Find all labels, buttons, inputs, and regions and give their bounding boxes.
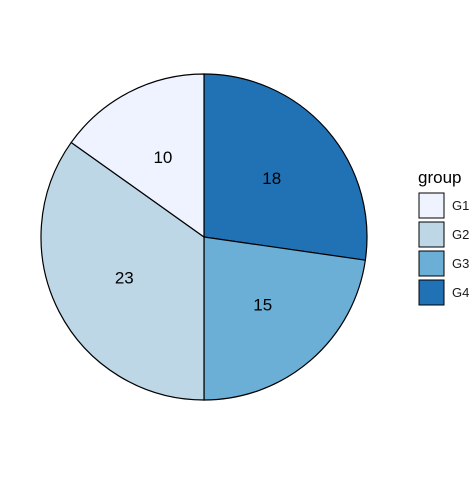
data-label-g3: 15 <box>253 295 272 314</box>
legend-label-g1: G1 <box>452 198 469 213</box>
pie-slice-g3 <box>203 236 367 401</box>
legend-key-g1 <box>418 192 445 219</box>
legend-label-g4: G4 <box>452 285 469 300</box>
legend-title: group <box>418 168 461 187</box>
data-label-g4: 18 <box>262 169 281 188</box>
legend: group G1 G2 G3 G4 <box>418 168 469 306</box>
data-label-g1: 10 <box>153 148 172 167</box>
pie-slice-g2 <box>40 141 205 401</box>
pie-slices <box>40 73 368 401</box>
legend-items: G1 G2 G3 G4 <box>418 192 469 306</box>
legend-label-g2: G2 <box>452 227 469 242</box>
legend-key-g3 <box>418 250 445 277</box>
legend-label-g3: G3 <box>452 256 469 271</box>
legend-key-g2 <box>418 221 445 248</box>
pie-slice-g1 <box>70 73 205 239</box>
pie-slice-g4 <box>203 73 368 261</box>
pie-data-labels: 18 15 23 10 <box>115 148 281 314</box>
legend-key-g4 <box>418 279 445 306</box>
data-label-g2: 23 <box>115 269 134 288</box>
